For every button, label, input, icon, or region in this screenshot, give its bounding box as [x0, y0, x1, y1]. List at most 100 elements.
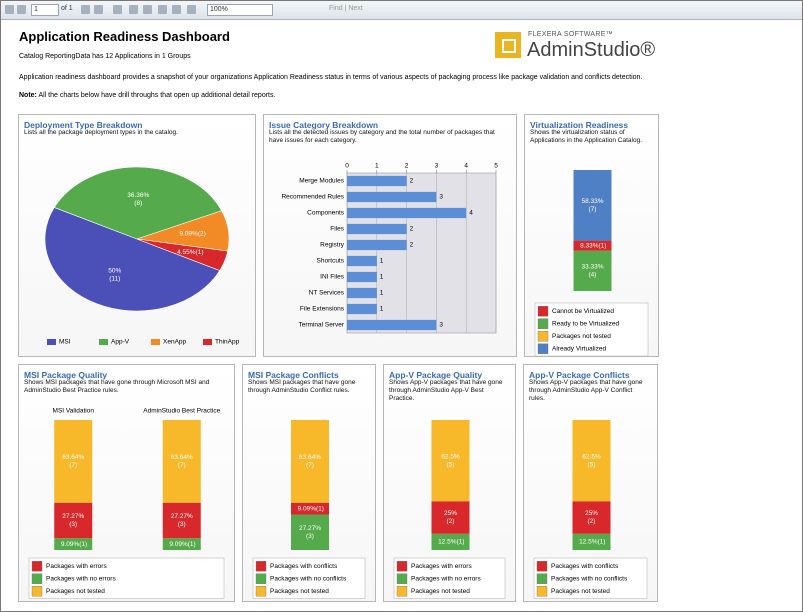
page-input[interactable]: 1	[31, 4, 59, 16]
print-button[interactable]	[158, 5, 167, 14]
logo-product: AdminStudio®	[527, 39, 656, 61]
bar	[347, 271, 377, 283]
layout-button[interactable]	[172, 5, 181, 14]
pie-slice	[53, 166, 223, 240]
segment-value-label: 62.5%	[582, 453, 601, 460]
chart-plot: 50%(11) 36.36%(8) 9.09% (2) 4.55% (1) MSI App-V…	[44, 166, 240, 346]
legend-label: Packages not tested	[270, 588, 329, 595]
segment-value-label: 27.27%	[299, 525, 321, 532]
bar-value-label: 1	[380, 306, 384, 313]
bar-segment	[162, 502, 201, 539]
slice-count-label: (11)	[109, 275, 120, 282]
bar-segment	[54, 538, 93, 550]
segment-value-label: 25%	[444, 510, 457, 517]
zoom-select[interactable]: 100%	[207, 4, 273, 16]
segment-count-label: (7)	[589, 206, 597, 213]
bar-value-label: 1	[380, 258, 384, 265]
legend-box	[534, 302, 649, 356]
segment-count-label: (2)	[447, 518, 455, 525]
bar-segment	[291, 420, 329, 503]
bar-segment	[431, 533, 470, 550]
chart-title: MSI Package Quality	[24, 370, 108, 380]
legend-swatch	[537, 343, 549, 354]
legend-label: Packages with no conflicts	[551, 575, 628, 582]
x-tick-label: 1	[375, 163, 379, 170]
chart-title: App-V Package Quality	[389, 370, 483, 380]
bar-segment	[573, 250, 612, 291]
chart-title: Virtualization Readiness	[530, 120, 629, 130]
legend-swatch	[536, 561, 548, 572]
segment-count-label: (4)	[589, 272, 597, 279]
chart-title: MSI Package Conflicts	[248, 370, 339, 380]
bar-value-label: 3	[439, 194, 443, 201]
segment-value-label: 12.5%	[579, 539, 598, 546]
legend-swatch	[396, 586, 408, 597]
toolbar: 1 of 1 100% Find | Next	[1, 1, 802, 20]
bar-segment	[573, 170, 612, 241]
legend-label: Packages not tested	[552, 333, 611, 340]
segment-count-label: (5)	[447, 461, 455, 468]
legend-box	[533, 557, 648, 599]
category-label: Merge Modules	[299, 178, 345, 185]
segment-value-label: 63.64%	[62, 454, 84, 461]
report-title: Application Readiness Dashboard	[19, 29, 230, 44]
bar-value-label: 4	[469, 210, 473, 217]
summary: Catalog ReportingData has 12 Application…	[19, 53, 191, 60]
chart-panel: 27.27% (3) 9.09% (1) 63.64% (7) Packages with …	[242, 364, 376, 602]
last-page-button[interactable]	[94, 5, 103, 14]
bar-value-label: 2	[410, 242, 414, 249]
bar-value-label: 2	[410, 178, 414, 185]
next-page-button[interactable]	[81, 5, 90, 14]
stop-button[interactable]	[129, 5, 138, 14]
category-label: NT Services	[309, 290, 345, 297]
segment-count-label: (7)	[178, 462, 186, 469]
slice-value-label: 50%	[108, 267, 121, 274]
back-button[interactable]	[113, 5, 122, 14]
segment-count-label: (1)	[457, 539, 465, 546]
bar	[347, 303, 377, 315]
category-label: Shortcuts	[317, 258, 345, 265]
chart-subtitle: Shows MSI packages that have gone throug…	[248, 379, 356, 394]
segment-count-label: (1)	[79, 541, 87, 548]
bar	[347, 239, 407, 251]
pie-slice	[44, 207, 221, 312]
slice-value-label: 4.55%	[177, 249, 196, 256]
segment-value-label: 9.09%	[61, 541, 80, 548]
first-page-button[interactable]	[5, 5, 14, 14]
find-next[interactable]: Find | Next	[329, 5, 363, 12]
bar	[347, 175, 407, 187]
note-text: All the charts below have drill throughs…	[38, 92, 276, 99]
segment-count-label: (1)	[188, 541, 196, 548]
segment-count-label: (7)	[69, 462, 77, 469]
legend-swatch	[31, 573, 43, 584]
legend-swatch	[31, 586, 43, 597]
chart-panel: 33.33% (4) 8.33% (1) 58.33% (7) Cannot be Virt…	[524, 114, 659, 357]
bar	[347, 287, 377, 299]
legend-box	[28, 557, 225, 599]
previous-page-button[interactable]	[17, 5, 26, 14]
bar-segment	[573, 240, 612, 251]
chart-title: App-V Package Conflicts	[529, 370, 630, 380]
chart-plot: 12.5% (1) 25%(2) 62.5%(5) Packages with conf…	[533, 420, 648, 599]
chart-title: Deployment Type Breakdown	[24, 120, 143, 130]
refresh-button[interactable]	[143, 5, 152, 14]
chart-subtitle: Lists all the detected issues by categor…	[269, 129, 495, 144]
segment-value-label: 27.27%	[62, 513, 84, 520]
category-label: Files	[330, 226, 344, 233]
category-label: File Extensions	[300, 306, 345, 313]
bar-value-label: 1	[380, 274, 384, 281]
bar-segment	[431, 501, 470, 534]
chart-subtitle: Shows the virtualization status of Appli…	[530, 129, 643, 144]
chart-title: Issue Category Breakdown	[269, 120, 379, 130]
category-label: AdminStudio Best Practice	[143, 408, 220, 415]
legend-label: Packages with no errors	[46, 575, 116, 582]
chart-plot: 33.33%(4) 8.33% (1) 58.33%(7) Cannot be Virt…	[534, 170, 649, 356]
chart-subtitle: Shows MSI packages that have gone throug…	[24, 379, 210, 394]
legend-label: Packages with errors	[411, 563, 472, 570]
export-button[interactable]	[187, 5, 196, 14]
legend-box	[252, 557, 366, 599]
segment-count-label: (5)	[588, 461, 596, 468]
segment-count-label: (1)	[316, 505, 324, 512]
